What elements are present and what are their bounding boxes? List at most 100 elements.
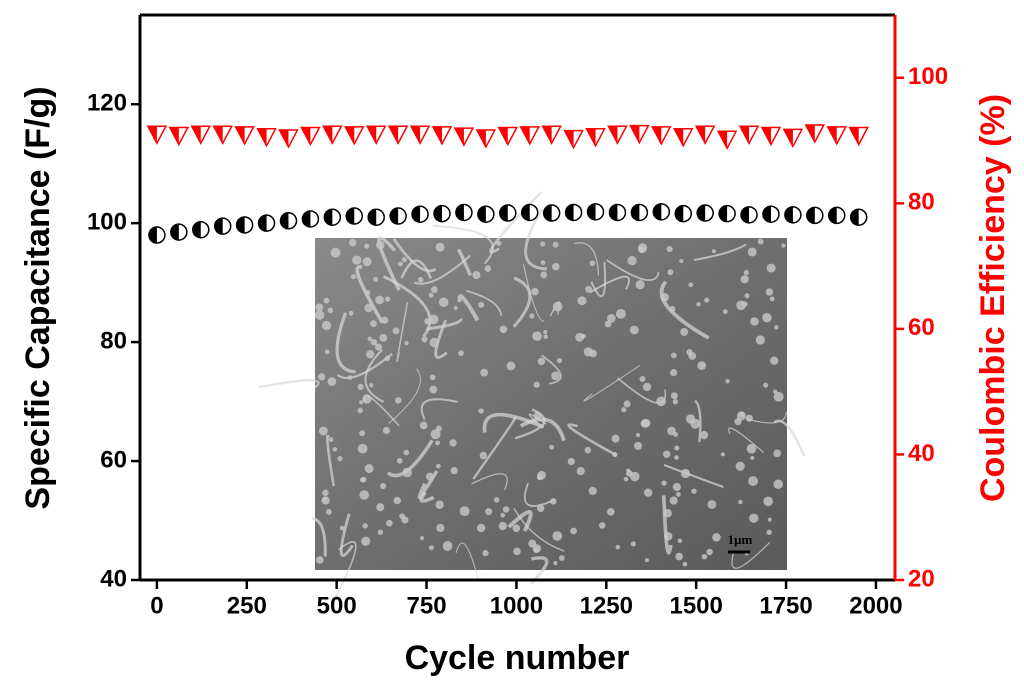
inset-particle [429,293,434,298]
inset-particle [676,492,681,497]
efficiency-marker [192,126,210,143]
inset-particle [712,533,721,542]
inset-particle [385,297,390,302]
inset-particle [544,335,548,339]
inset-particle [439,297,449,307]
inset-particle [402,257,407,262]
inset-particle [443,541,453,551]
inset-particle [364,244,369,249]
inset-particle [394,497,401,504]
inset-particle [723,309,728,314]
chart: 1μm Specific Capacitance (F/g) Coulombic… [0,0,1024,684]
y2-tick-label: 20 [908,565,935,592]
capacitance-marker [675,206,691,222]
inset-particle [430,374,436,380]
inset-particle [380,483,386,489]
inset-particle [581,334,586,339]
marker-half [544,205,552,221]
inset-particle [707,500,716,509]
inset-particle [499,522,507,530]
inset-particle [331,248,341,258]
inset-particle [763,497,773,507]
inset-particle [781,244,785,248]
inset-particle [607,508,615,516]
marker-half [171,224,179,240]
y-tick-label: 100 [87,209,127,236]
inset-particle [325,349,330,354]
inset-particle [704,298,709,303]
y-tick-label: 80 [100,327,127,354]
x-tick-label: 1000 [490,592,543,619]
capacitance-marker [412,206,428,222]
inset-particle [429,386,437,394]
efficiency-marker [433,127,451,144]
inset-particle [472,271,480,279]
inset-particle [661,481,666,486]
x-tick-label: 1500 [669,592,722,619]
inset-particle [429,315,439,325]
inset-particle [766,288,773,295]
inset-particle [436,524,444,532]
inset-particle [420,422,428,430]
inset-particle [376,503,384,511]
capacitance-marker [631,204,647,220]
efficiency-marker [784,129,802,146]
inset-particle [328,377,337,386]
inset-particle [590,260,596,266]
inset-particle [553,242,559,248]
efficiency-marker [696,126,714,143]
inset-particle [328,307,334,313]
inset-particle [667,246,673,252]
scale-label: 1μm [728,532,753,547]
inset-particle [359,490,369,500]
inset-particle [431,286,438,293]
inset-particle [322,321,331,330]
inset-particle [449,439,456,446]
inset-particle [424,318,430,324]
capacitance-marker [785,207,801,223]
inset-particle [321,496,329,504]
capacitance-marker [280,213,296,229]
inset-particle [537,505,544,512]
inset-particle [696,302,700,306]
x-tick-label: 0 [150,592,163,619]
marker-half [522,204,530,220]
y-tick-label: 120 [87,90,127,117]
marker-half [631,204,639,220]
inset-fiber [258,380,318,387]
capacitance-marker [719,206,735,222]
inset-particle [663,451,670,458]
marker-half [368,209,376,225]
inset-particle [420,536,424,540]
efficiency-marker [236,127,254,144]
marker-half [478,206,486,222]
marker-half [390,208,398,224]
inset-particle [737,411,746,420]
x-tick-label: 1250 [580,592,633,619]
inset-particle [736,462,745,471]
inset-particle [577,467,585,475]
efficiency-marker [148,126,166,143]
inset-particle [478,408,483,413]
inset-image [315,238,787,570]
x-tick-label: 1750 [759,592,812,619]
inset-particle [702,554,707,559]
efficiency-marker [740,126,758,143]
inset-particle [712,249,716,253]
y2-tick-label: 40 [908,440,935,467]
inset-particle [534,382,540,388]
inset-particle [577,296,586,305]
inset-particle [326,509,332,515]
marker-half [280,213,288,229]
inset-particle [402,468,412,478]
inset-particle [340,526,345,531]
inset-particle [507,362,516,371]
inset-particle [421,336,427,342]
marker-half [500,205,508,221]
capacitance-marker [653,204,669,220]
x-tick-label: 2000 [849,592,902,619]
marker-half [566,204,574,220]
capacitance-marker [215,218,231,234]
inset-particle [624,477,629,482]
inset-particle [361,537,370,546]
